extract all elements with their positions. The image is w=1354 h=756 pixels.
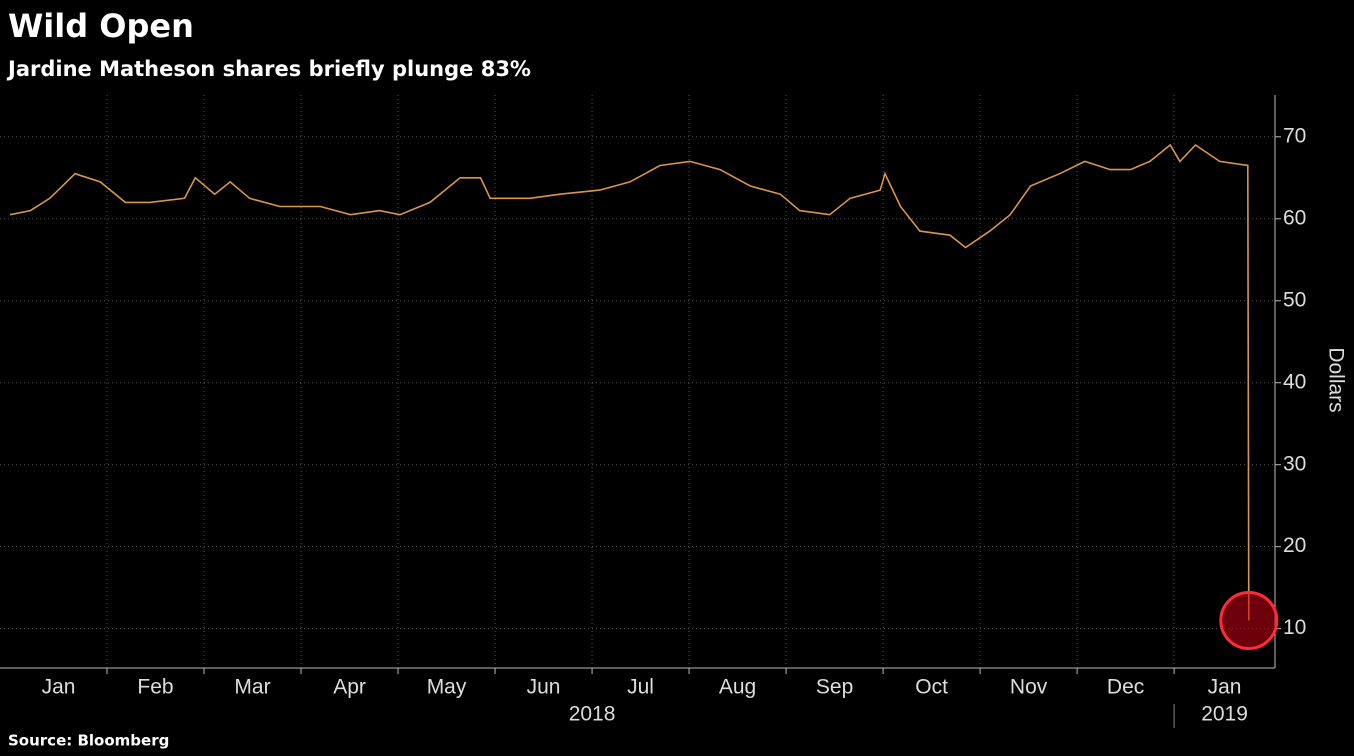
price-line: [9, 143, 1250, 621]
x-tick-label: Jul: [627, 676, 654, 699]
x-tick-label: Apr: [333, 676, 366, 699]
x-tick-label: Nov: [1010, 676, 1048, 699]
y-tick-label: 20: [1283, 534, 1306, 557]
x-tick-label: Sep: [816, 676, 853, 699]
y-axis-label: Dollars: [1324, 347, 1347, 412]
x-tick-label: Jan: [1208, 676, 1242, 699]
x-tick-label: May: [427, 676, 467, 699]
x-tick-label: Aug: [719, 676, 756, 699]
source: Source: Bloomberg: [8, 732, 169, 750]
y-tick-label: 40: [1283, 370, 1306, 393]
x-tick-label: Feb: [137, 676, 173, 699]
y-tick-label: 30: [1283, 452, 1306, 475]
x-tick-label: Jan: [42, 676, 76, 699]
y-tick-label: 60: [1283, 206, 1306, 229]
y-tick-label: 50: [1283, 288, 1306, 311]
low-highlight: [1219, 590, 1279, 650]
x-tick-label: Jun: [527, 676, 561, 699]
x-tick-label: Oct: [915, 676, 948, 699]
y-tick-label: 10: [1283, 616, 1306, 639]
chart-title: Wild Open: [8, 7, 194, 45]
x-tick-label: Dec: [1107, 676, 1144, 699]
x-tick-label: Mar: [234, 676, 270, 699]
year-label: 2018: [569, 703, 616, 726]
year-label: 2019: [1201, 703, 1248, 726]
y-tick-label: 70: [1283, 124, 1306, 147]
chart-subtitle: Jardine Matheson shares briefly plunge 8…: [6, 57, 531, 81]
